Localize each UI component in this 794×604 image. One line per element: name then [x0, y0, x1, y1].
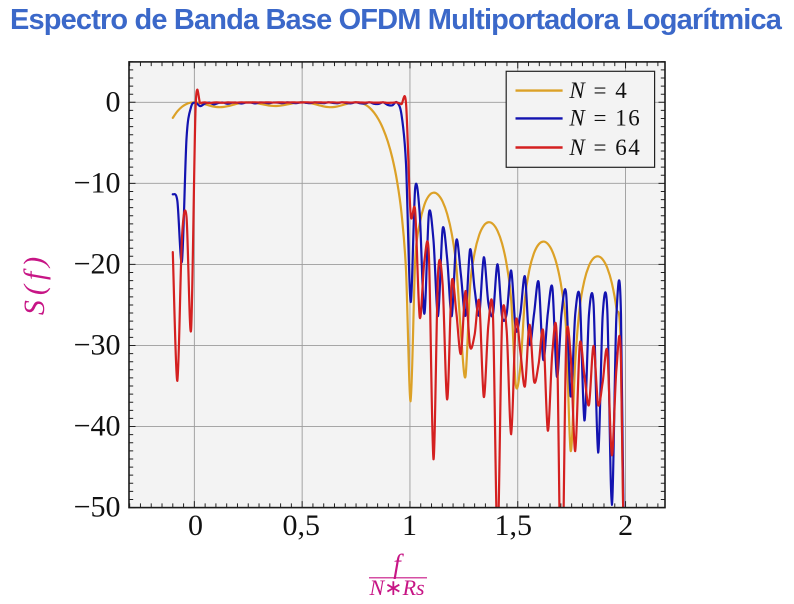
svg-text:N = 64: N = 64 [568, 135, 641, 160]
svg-text:−10: −10 [74, 166, 121, 199]
svg-text:0: 0 [106, 85, 121, 118]
svg-text:S(f): S(f) [18, 252, 51, 315]
svg-text:−50: −50 [74, 491, 121, 524]
svg-text:N∗Rs: N∗Rs [368, 575, 424, 600]
svg-text:N = 4: N = 4 [568, 78, 628, 103]
svg-text:−20: −20 [74, 247, 121, 280]
svg-text:0: 0 [188, 509, 203, 542]
svg-text:1,5: 1,5 [495, 509, 533, 542]
svg-text:f: f [393, 549, 404, 579]
svg-text:0,5: 0,5 [282, 509, 320, 542]
svg-text:2: 2 [618, 509, 633, 542]
svg-text:N = 16: N = 16 [568, 106, 641, 131]
svg-text:1: 1 [402, 509, 417, 542]
svg-text:−40: −40 [74, 410, 121, 443]
svg-text:−30: −30 [74, 329, 121, 362]
